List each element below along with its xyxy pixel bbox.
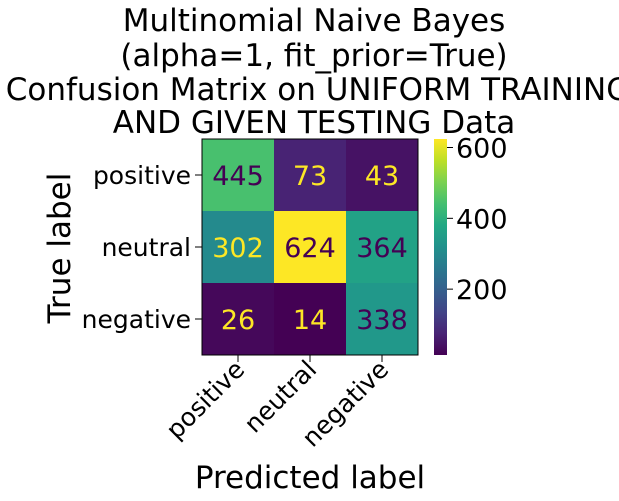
heatmap-cell <box>346 283 418 355</box>
x-axis-label: Predicted label <box>195 460 425 496</box>
title-line-2: (alpha=1, fit_prior=True) <box>120 38 507 74</box>
title-line-4: AND GIVEN TESTING Data <box>113 105 516 141</box>
cell-value-label: 43 <box>365 161 399 192</box>
title-line-3: Confusion Matrix on UNIFORM TRAINING <box>6 72 619 108</box>
colorbar-tick-label: 200 <box>456 275 508 306</box>
heatmap-cells <box>201 138 419 356</box>
cell-value-label: 364 <box>356 233 408 264</box>
y-tick-label: neutral <box>102 233 191 262</box>
heatmap-cell <box>274 211 346 283</box>
heatmap-cell <box>274 139 346 211</box>
colorbar <box>434 139 447 355</box>
heatmap-cell <box>202 139 274 211</box>
colorbar-tick-label: 400 <box>456 204 508 235</box>
cell-value-label: 26 <box>221 305 255 336</box>
cell-value-label: 302 <box>212 233 264 264</box>
y-axis-label: True label <box>42 173 78 325</box>
heatmap-cell <box>346 139 418 211</box>
heatmap-cell <box>202 283 274 355</box>
heatmap-cell-labels: 445 73 43 302 624 364 26 14 338 <box>212 161 408 336</box>
heatmap-cell <box>274 283 346 355</box>
y-tick-label: negative <box>82 305 191 334</box>
cell-value-label: 624 <box>284 233 336 264</box>
x-tick-label: positive <box>160 355 250 445</box>
heatmap-cell <box>346 211 418 283</box>
cell-value-label: 73 <box>293 161 327 192</box>
chart-title: Multinomial Naive Bayes (alpha=1, fit_pr… <box>6 3 619 141</box>
heatmap-cell <box>202 211 274 283</box>
cell-value-label: 338 <box>356 305 408 336</box>
colorbar-tick-label: 600 <box>456 133 508 164</box>
y-axis-ticks: positive neutral negative <box>82 161 202 334</box>
title-line-1: Multinomial Naive Bayes <box>123 3 506 39</box>
colorbar-ticks: 200 400 600 <box>447 133 508 306</box>
y-tick-label: positive <box>93 161 191 190</box>
cell-value-label: 445 <box>212 161 264 192</box>
cell-value-label: 14 <box>293 305 327 336</box>
